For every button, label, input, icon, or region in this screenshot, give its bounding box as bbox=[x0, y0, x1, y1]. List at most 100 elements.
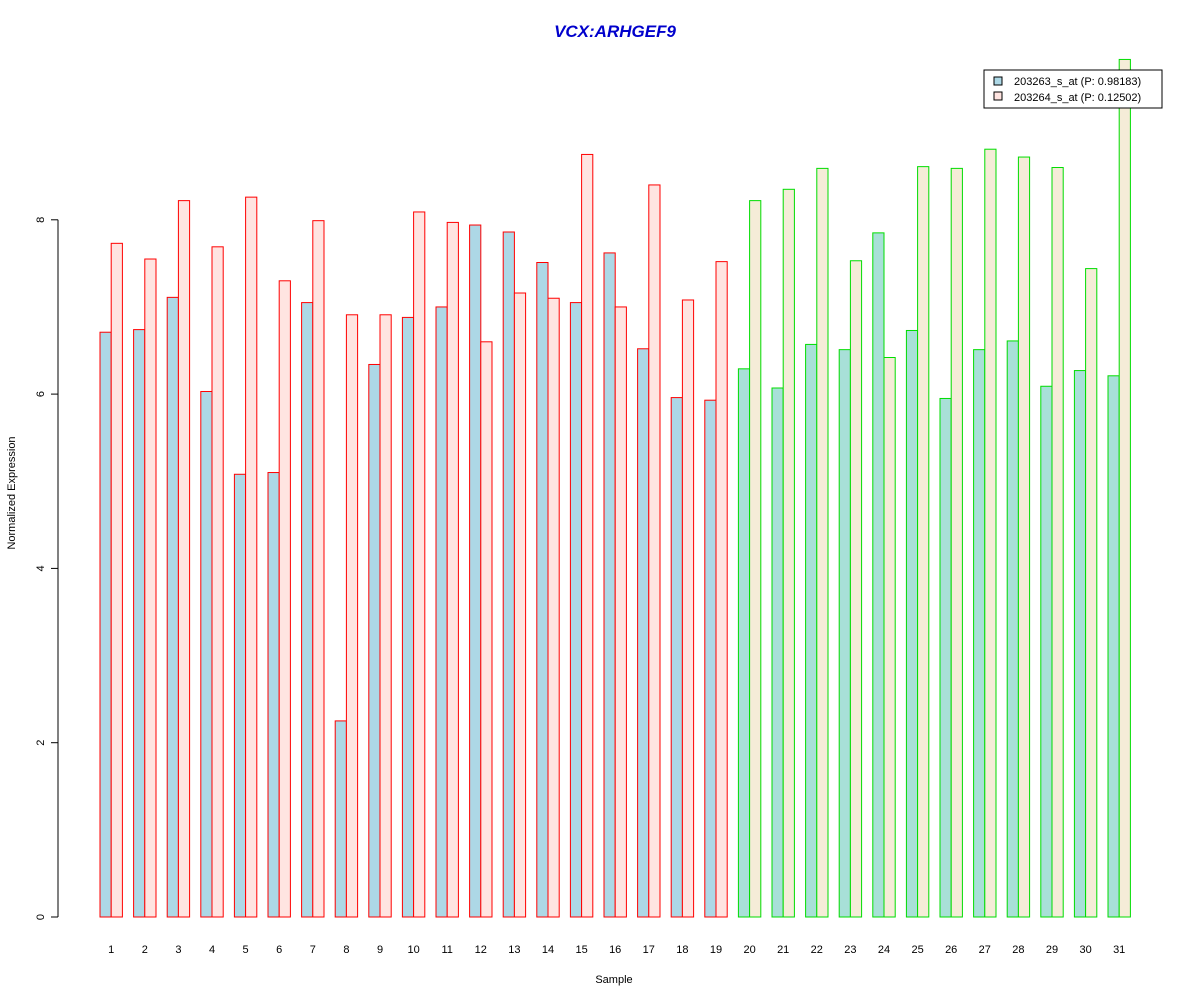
bar bbox=[1040, 385, 1053, 918]
x-tick-label: 6 bbox=[276, 944, 282, 956]
bar bbox=[816, 167, 829, 918]
bar bbox=[177, 200, 191, 918]
bar bbox=[133, 329, 146, 918]
bar bbox=[446, 221, 459, 918]
bar bbox=[312, 220, 325, 918]
bar bbox=[1107, 375, 1120, 918]
bar bbox=[849, 260, 863, 918]
x-tick-label: 8 bbox=[343, 944, 349, 956]
bar bbox=[1085, 268, 1098, 918]
x-tick-label: 21 bbox=[777, 944, 789, 956]
bar bbox=[737, 368, 751, 918]
x-tick-label: 9 bbox=[377, 944, 383, 956]
x-tick-label: 25 bbox=[911, 944, 923, 956]
bar bbox=[1006, 340, 1019, 918]
y-axis: 0 2 4 6 8 bbox=[35, 217, 59, 920]
x-tick-label: 16 bbox=[609, 944, 621, 956]
legend-label-series-1: 203263_s_at (P: 0.98183) bbox=[1014, 76, 1141, 88]
x-tick-label: 3 bbox=[175, 944, 181, 956]
bar bbox=[805, 343, 818, 918]
bar bbox=[536, 262, 549, 918]
bar bbox=[905, 329, 919, 918]
x-tick-label: 27 bbox=[979, 944, 991, 956]
bar bbox=[917, 166, 930, 918]
bar bbox=[480, 341, 493, 918]
y-tick-label: 8 bbox=[35, 217, 47, 223]
bar bbox=[872, 232, 885, 918]
legend-swatch-series-2 bbox=[993, 91, 1003, 101]
x-tick-label: 13 bbox=[508, 944, 520, 956]
bar bbox=[379, 314, 392, 918]
bar bbox=[513, 292, 527, 918]
x-tick-label: 17 bbox=[643, 944, 655, 956]
bar bbox=[749, 200, 762, 918]
bar bbox=[771, 387, 784, 918]
y-tick-label: 4 bbox=[35, 565, 47, 571]
x-axis-label: Sample bbox=[595, 974, 632, 986]
bar bbox=[502, 231, 515, 918]
y-axis-label: Normalized Expression bbox=[6, 436, 18, 549]
bar bbox=[1118, 58, 1131, 918]
bar bbox=[99, 331, 112, 918]
x-tick-label: 23 bbox=[844, 944, 856, 956]
bar bbox=[637, 348, 650, 918]
bar bbox=[1017, 156, 1031, 918]
bar bbox=[435, 306, 448, 918]
bar bbox=[569, 302, 583, 918]
x-tick-label: 1 bbox=[108, 944, 114, 956]
bar bbox=[648, 184, 661, 918]
bar bbox=[670, 397, 683, 918]
bar bbox=[984, 148, 997, 918]
bar bbox=[267, 472, 280, 918]
bar bbox=[368, 363, 381, 918]
x-tick-label: 31 bbox=[1113, 944, 1125, 956]
bar bbox=[245, 196, 258, 918]
bar bbox=[581, 153, 594, 918]
x-tick-label: 30 bbox=[1079, 944, 1091, 956]
legend-box bbox=[983, 69, 1163, 109]
bar bbox=[973, 349, 986, 918]
bar bbox=[838, 349, 851, 918]
x-tick-label: 24 bbox=[878, 944, 890, 956]
bar bbox=[401, 316, 415, 918]
x-tick-label: 19 bbox=[710, 944, 722, 956]
bar bbox=[469, 224, 482, 918]
x-tick-label: 12 bbox=[475, 944, 487, 956]
bar bbox=[603, 252, 616, 918]
bar bbox=[547, 297, 560, 918]
bar bbox=[950, 167, 963, 918]
x-tick-label: 7 bbox=[310, 944, 316, 956]
x-tick-label: 26 bbox=[945, 944, 957, 956]
bar bbox=[782, 188, 795, 918]
bar bbox=[883, 357, 896, 918]
bar bbox=[704, 399, 717, 918]
x-tick-label: 2 bbox=[142, 944, 148, 956]
x-tick-label: 29 bbox=[1046, 944, 1058, 956]
bar bbox=[413, 211, 426, 918]
legend-label-series-2: 203264_s_at (P: 0.12502) bbox=[1014, 92, 1141, 104]
bar bbox=[200, 390, 213, 918]
bar bbox=[614, 306, 627, 918]
x-tick-label: 5 bbox=[243, 944, 249, 956]
bar bbox=[1073, 370, 1087, 918]
legend: 203263_s_at (P: 0.98183) 203264_s_at (P:… bbox=[983, 69, 1163, 109]
x-tick-label: 11 bbox=[441, 944, 452, 956]
x-tick-label: 22 bbox=[811, 944, 823, 956]
bar bbox=[278, 280, 291, 918]
x-axis: 1 2 3 4 5 6 7 8 9 10 11 12 13 14 15 16 17 18 19 20 21 22 23 24 2… bbox=[108, 944, 1125, 956]
bar bbox=[110, 242, 123, 918]
bars bbox=[99, 58, 1131, 918]
x-tick-label: 4 bbox=[209, 944, 215, 956]
chart-title: VCX:ARHGEF9 bbox=[554, 22, 676, 41]
y-tick-label: 0 bbox=[35, 914, 47, 920]
x-tick-label: 18 bbox=[676, 944, 688, 956]
y-tick-label: 6 bbox=[35, 391, 47, 397]
bar bbox=[233, 473, 247, 918]
bar bbox=[211, 246, 224, 918]
bar bbox=[345, 314, 359, 918]
bar bbox=[939, 397, 952, 918]
x-tick-label: 28 bbox=[1012, 944, 1024, 956]
bar bbox=[681, 299, 695, 918]
bar bbox=[166, 296, 179, 918]
